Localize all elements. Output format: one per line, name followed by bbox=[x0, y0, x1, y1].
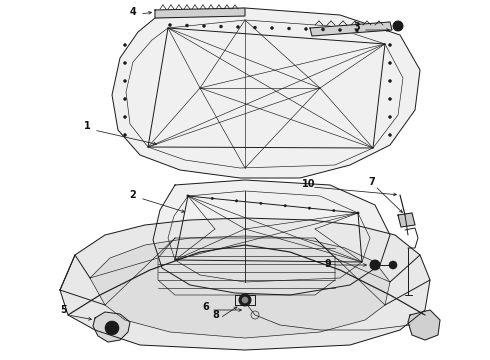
Circle shape bbox=[202, 24, 205, 27]
Circle shape bbox=[308, 207, 311, 210]
Polygon shape bbox=[60, 218, 430, 350]
Text: 1: 1 bbox=[84, 121, 90, 131]
Polygon shape bbox=[408, 310, 440, 340]
Polygon shape bbox=[93, 312, 130, 342]
Circle shape bbox=[389, 116, 392, 118]
Circle shape bbox=[211, 197, 214, 200]
Circle shape bbox=[123, 116, 126, 118]
Circle shape bbox=[123, 134, 126, 136]
Polygon shape bbox=[155, 8, 245, 18]
Polygon shape bbox=[398, 213, 415, 227]
Circle shape bbox=[373, 263, 377, 267]
Circle shape bbox=[288, 27, 291, 30]
Text: 2: 2 bbox=[130, 190, 136, 200]
Circle shape bbox=[242, 297, 248, 303]
Circle shape bbox=[239, 294, 251, 306]
Polygon shape bbox=[153, 180, 390, 295]
Circle shape bbox=[370, 260, 380, 270]
Circle shape bbox=[237, 26, 240, 28]
Circle shape bbox=[389, 261, 397, 269]
Circle shape bbox=[389, 80, 392, 82]
Circle shape bbox=[396, 24, 400, 28]
Text: 5: 5 bbox=[61, 305, 68, 315]
Circle shape bbox=[220, 25, 222, 28]
Circle shape bbox=[253, 26, 256, 29]
Circle shape bbox=[389, 134, 392, 136]
Circle shape bbox=[123, 44, 126, 46]
Text: 3: 3 bbox=[354, 22, 360, 32]
Circle shape bbox=[389, 44, 392, 46]
Circle shape bbox=[339, 28, 342, 32]
Circle shape bbox=[356, 29, 359, 32]
Text: 4: 4 bbox=[130, 7, 136, 17]
Circle shape bbox=[123, 98, 126, 100]
Circle shape bbox=[123, 62, 126, 64]
Circle shape bbox=[304, 27, 308, 31]
Circle shape bbox=[105, 321, 119, 335]
Circle shape bbox=[169, 23, 171, 27]
Text: 9: 9 bbox=[324, 259, 331, 269]
Circle shape bbox=[187, 195, 189, 197]
Circle shape bbox=[357, 212, 359, 214]
Circle shape bbox=[235, 200, 238, 202]
Circle shape bbox=[389, 98, 392, 100]
Text: 6: 6 bbox=[203, 302, 209, 312]
Polygon shape bbox=[310, 22, 392, 36]
Circle shape bbox=[123, 80, 126, 82]
Circle shape bbox=[333, 210, 335, 212]
Circle shape bbox=[284, 204, 286, 207]
Circle shape bbox=[270, 27, 273, 30]
Polygon shape bbox=[112, 8, 420, 178]
Circle shape bbox=[389, 62, 392, 64]
Polygon shape bbox=[90, 236, 390, 338]
Circle shape bbox=[393, 21, 403, 31]
Text: 10: 10 bbox=[302, 179, 316, 189]
Circle shape bbox=[260, 202, 262, 204]
Circle shape bbox=[321, 28, 324, 31]
Text: 7: 7 bbox=[368, 177, 375, 187]
Polygon shape bbox=[158, 238, 335, 295]
Text: 8: 8 bbox=[213, 310, 220, 320]
Circle shape bbox=[186, 24, 189, 27]
